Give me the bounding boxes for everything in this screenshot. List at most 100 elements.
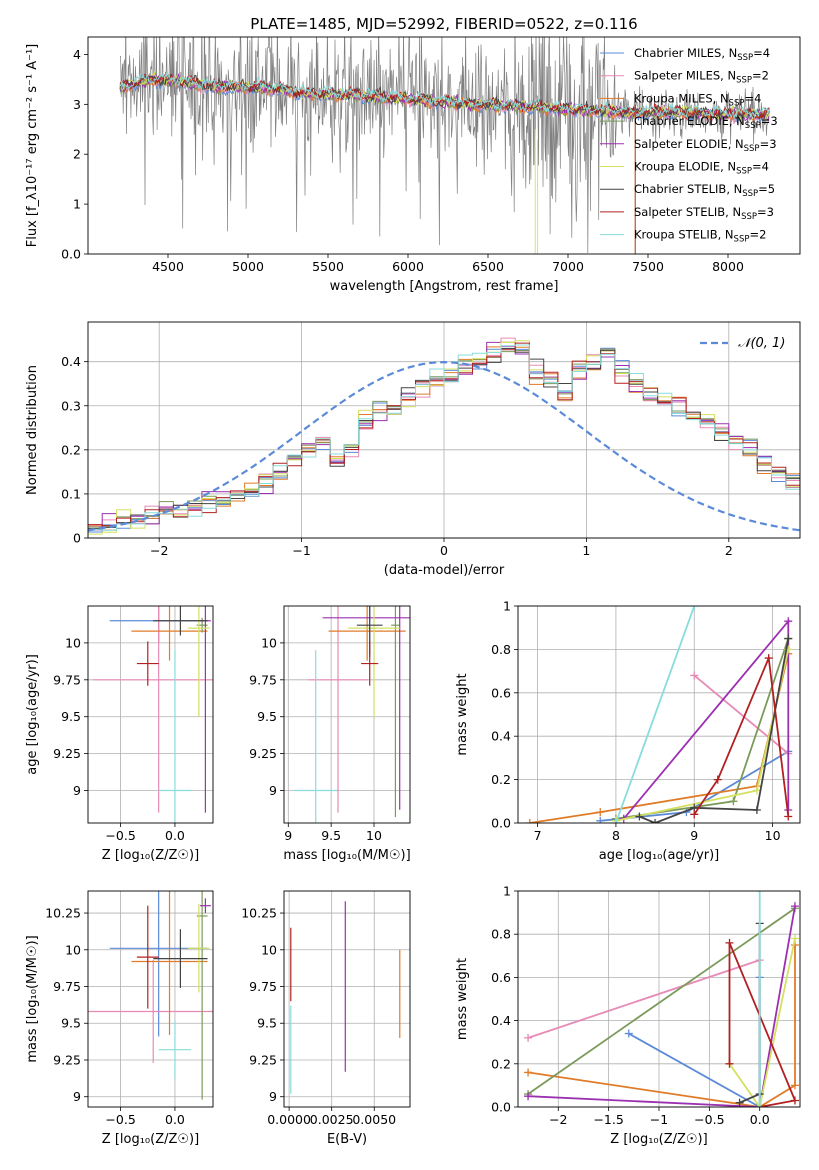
legend-label: Kroupa ELODIE, NSSP=4 (634, 160, 769, 177)
x-tick-label: 10 (765, 828, 781, 843)
weight-marker (755, 1103, 764, 1107)
weight-marker (790, 902, 799, 911)
data-spectrum (119, 37, 770, 254)
plot-area (88, 337, 800, 535)
x-tick-label: 1 (582, 543, 590, 558)
x-tick-label: 9 (690, 828, 698, 843)
weight-marker (690, 671, 699, 680)
x-tick-label: −0.5 (694, 1112, 724, 1127)
chart-weight-vs-age: 7 8 9 10 0.0 0.2 0.4 0.6 0.8 1 age [log₁₀(age/yr)]… (455, 599, 801, 863)
y-tick-label: 9 (73, 783, 81, 798)
plot-area (294, 606, 410, 823)
x-tick-label: 7500 (632, 259, 664, 274)
histogram-step (88, 347, 800, 533)
y-tick-label: 1 (73, 197, 81, 212)
legend-label: Chabrier ELODIE, NSSP=3 (634, 114, 778, 131)
y-tick-label: 9.75 (53, 672, 81, 687)
x-tick-label: 6500 (472, 259, 504, 274)
axes-frame (283, 605, 411, 824)
x-tick-label: 5500 (312, 259, 344, 274)
histogram-step (88, 342, 800, 527)
y-tick-label: 9.25 (249, 1052, 277, 1067)
x-tick-label: 7 (534, 828, 542, 843)
x-tick-label: 6000 (392, 259, 424, 274)
weight-marker (525, 819, 534, 823)
x-axis-label: E(B-V) (327, 1132, 367, 1147)
y-tick-label: 3 (73, 97, 81, 112)
chart-age-vs-Z: −0.5 0.0 9 9.25 9.5 9.75 10 Z [log₁₀(Z/Z☉)] age … (25, 605, 214, 863)
histogram-step (88, 344, 800, 531)
axes-frame (517, 605, 801, 824)
x-tick-label: 0.0025 (310, 1112, 354, 1127)
weight-marker (784, 634, 793, 643)
y-tick-label: 9.25 (53, 746, 81, 761)
y-axis-label: age [log₁₀(age/yr)] (25, 654, 40, 775)
y-tick-label: 0.8 (491, 927, 511, 942)
weight-marker (690, 606, 699, 610)
y-tick-label: 9.75 (249, 979, 277, 994)
axes-frame (517, 890, 801, 1108)
weight-marker (524, 1033, 533, 1042)
grid (284, 891, 410, 1107)
y-tick-label: 1 (503, 599, 511, 614)
y-tick-label: 9.25 (249, 746, 277, 761)
x-tick-label: 0.0 (750, 1112, 770, 1127)
y-tick-label: 0.6 (491, 685, 511, 700)
weight-marker (524, 1092, 533, 1101)
weight-marker (596, 816, 605, 823)
weight-line (528, 905, 796, 1107)
x-tick-label: 0.0000 (267, 1112, 311, 1127)
weight-marker (764, 654, 773, 663)
y-tick-label: 10 (65, 635, 81, 650)
legend-label: 𝒩(0, 1) (738, 336, 785, 351)
x-tick-label: 4500 (152, 259, 184, 274)
y-tick-label: 9 (73, 1089, 81, 1104)
x-tick-label: 7000 (552, 259, 584, 274)
weight-marker (611, 819, 620, 823)
weight-marker (790, 934, 799, 943)
weight-line (728, 938, 796, 1107)
y-tick-label: 0.4 (491, 1013, 511, 1028)
y-tick-label: 0.1 (61, 486, 81, 501)
grid (88, 891, 213, 1107)
x-tick-label: −2 (150, 543, 168, 558)
histogram-step (88, 348, 800, 528)
y-tick-label: 0.0 (61, 247, 81, 262)
weight-line (615, 638, 790, 820)
weight-marker (735, 1098, 744, 1107)
y-tick-label: 9.75 (53, 979, 81, 994)
x-tick-label: 0.0050 (352, 1112, 396, 1127)
y-tick-label: 9.5 (257, 1016, 277, 1031)
model-spectrum-line (119, 71, 770, 120)
legend-label: Kroupa STELIB, NSSP=2 (634, 228, 766, 245)
x-axis-label: wavelength [Angstrom, rest frame] (330, 279, 559, 294)
weight-marker (713, 775, 722, 784)
y-tick-label: 10 (261, 635, 277, 650)
plot-area (525, 606, 793, 823)
x-tick-label: 0.0 (165, 1112, 185, 1127)
x-tick-label: −0.5 (105, 1112, 135, 1127)
legend-label: Chabrier MILES, NSSP=4 (634, 46, 770, 63)
legend-label: Salpeter ELODIE, NSSP=3 (634, 137, 777, 154)
weight-marker (725, 938, 734, 947)
x-axis-label: Z [log₁₀(Z/Z☉)] (610, 1132, 707, 1147)
chart-title: PLATE=1485, MJD=52992, FIBERID=0522, z=0… (250, 15, 637, 33)
model-spectrum-line (119, 74, 770, 122)
legend-label: Salpeter STELIB, NSSP=3 (634, 205, 774, 222)
weight-line (615, 606, 696, 823)
histogram-step (88, 347, 800, 530)
y-tick-label: 10 (261, 942, 277, 957)
x-tick-label: 0 (440, 543, 448, 558)
x-tick-label: 10 (366, 828, 382, 843)
x-axis-label: Z [log₁₀(Z/Z☉)] (102, 848, 199, 863)
y-axis-label: mass weight (455, 673, 470, 755)
y-tick-label: 0.0 (491, 816, 511, 831)
weight-line (529, 653, 790, 823)
plot-area (119, 37, 770, 254)
y-tick-label: 0.6 (491, 970, 511, 985)
axes-frame (87, 321, 801, 539)
weight-line (527, 907, 796, 1095)
y-tick-label: 9.75 (249, 672, 277, 687)
weight-marker (596, 808, 605, 817)
